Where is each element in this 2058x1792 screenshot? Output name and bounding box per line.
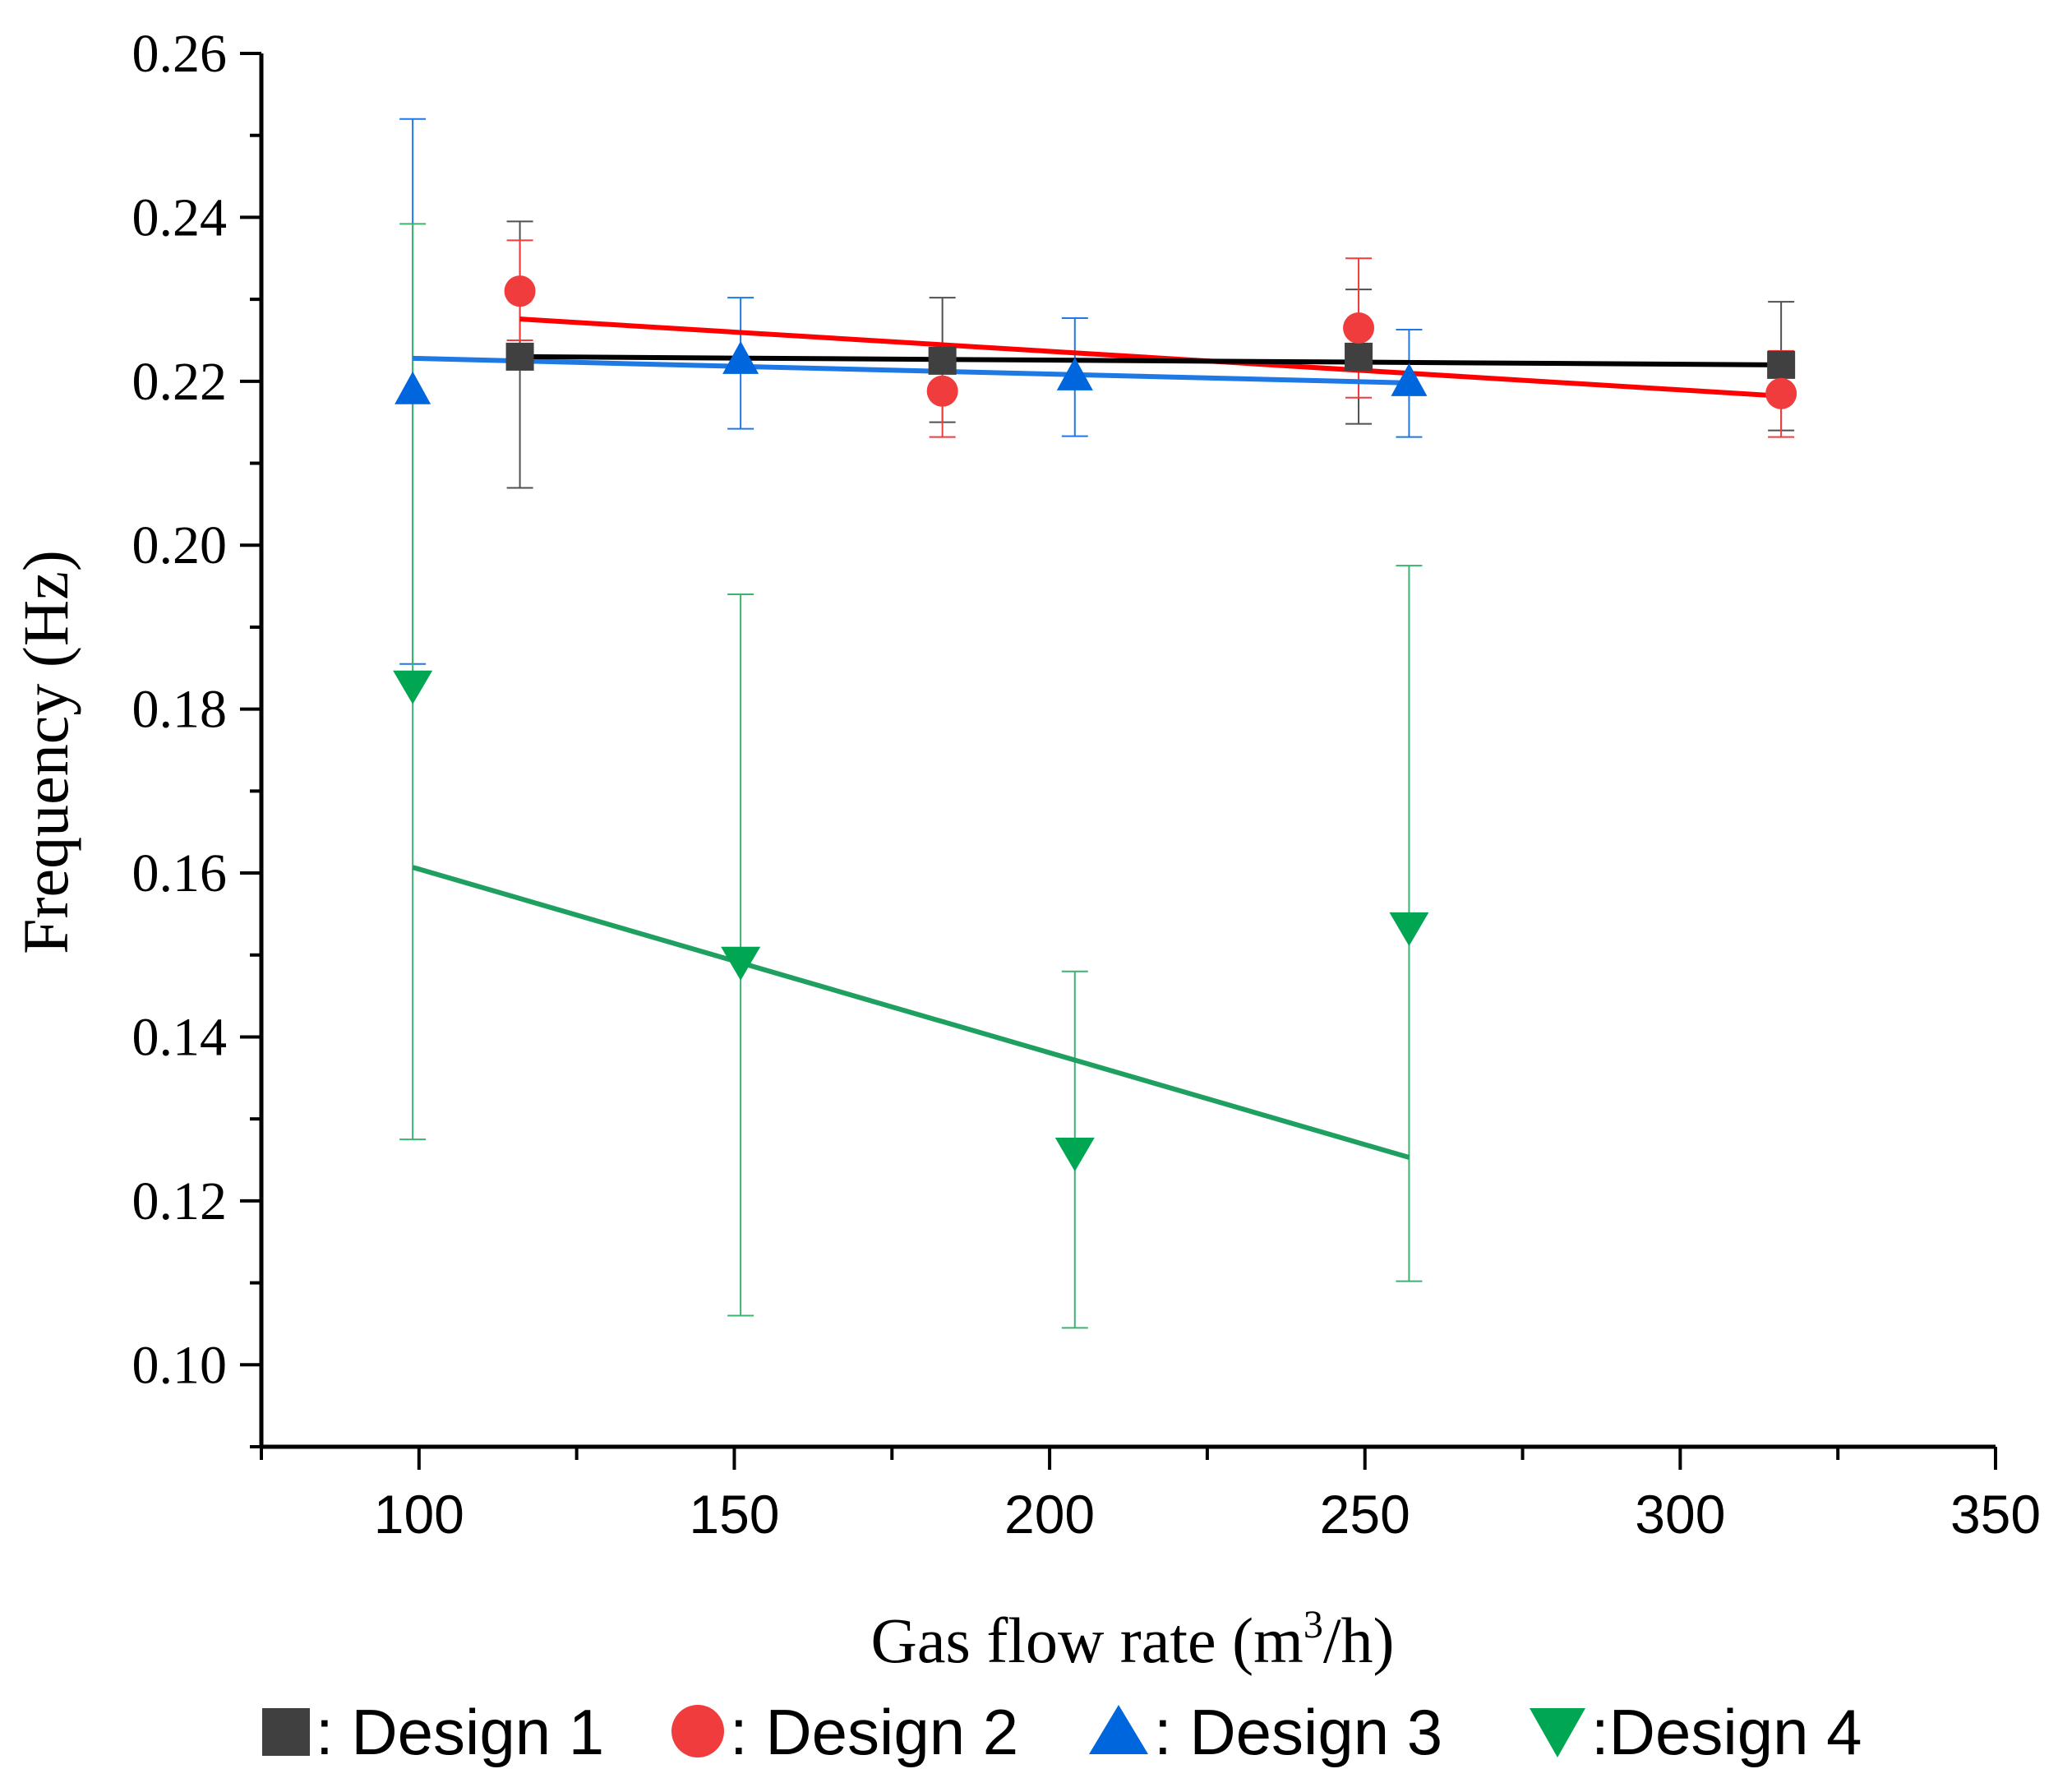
x-axis-title: Gas flow rate (m3/h) <box>871 1603 1395 1676</box>
fit-lines <box>412 316 1782 1160</box>
design-4-point <box>1054 1138 1095 1172</box>
design-1-point <box>505 342 534 371</box>
y-tick-label: 0.16 <box>132 843 228 903</box>
y-axis-ticks: 0.10 0.12 0.14 0.16 0.18 0.20 0.22 0.24 0.26 <box>132 24 261 1448</box>
y-tick-label: 0.10 <box>132 1335 228 1395</box>
x-tick-label: 200 <box>1004 1484 1095 1545</box>
legend: : Design 1 : Design 2 : Design 3 :Design… <box>262 1696 1862 1768</box>
y-tick-label: 0.12 <box>132 1171 228 1231</box>
legend-marker-design-4 <box>1530 1708 1585 1757</box>
x-tick-label: 250 <box>1320 1484 1410 1545</box>
legend-label-design-3: : Design 3 <box>1154 1696 1442 1768</box>
design-3-point <box>1056 357 1093 390</box>
y-tick-label: 0.14 <box>132 1007 228 1067</box>
y-tick-label: 0.18 <box>132 680 228 740</box>
design-4-point <box>1389 912 1429 946</box>
x-tick-label: 100 <box>374 1484 464 1545</box>
legend-marker-design-3 <box>1089 1705 1148 1754</box>
design-4-fit-line <box>412 865 1410 1160</box>
plot-area <box>393 118 1797 1329</box>
legend-label-design-1: : Design 1 <box>316 1696 604 1768</box>
legend-marker-design-2 <box>671 1705 724 1757</box>
design-1-point <box>928 346 957 375</box>
legend-label-design-2: : Design 2 <box>730 1696 1018 1768</box>
y-axis-title: Frequency (Hz) <box>10 550 81 954</box>
legend-marker-design-1 <box>262 1708 310 1756</box>
design-3-fit-line <box>413 355 1410 386</box>
design-2-point <box>926 375 958 407</box>
design-2-point <box>504 275 536 307</box>
design-4-point <box>721 946 761 981</box>
y-tick-label: 0.20 <box>132 515 228 575</box>
design-1-point <box>1345 342 1373 371</box>
y-tick-label: 0.26 <box>132 24 228 84</box>
error-bars <box>399 118 1795 1329</box>
x-tick-label: 350 <box>1950 1484 2041 1545</box>
design-3-point <box>1391 363 1428 396</box>
design-2-point <box>1343 312 1375 344</box>
markers <box>393 275 1797 1172</box>
design-3-point <box>722 340 759 374</box>
design-1-point <box>1767 350 1796 379</box>
y-tick-label: 0.24 <box>132 187 228 247</box>
design-3-point <box>395 371 431 404</box>
y-tick-label: 0.22 <box>132 352 228 412</box>
design-2-point <box>1765 377 1797 409</box>
x-axis-ticks: 100 150 200 250 300 350 <box>260 1447 2041 1545</box>
design-1-fit-line <box>519 353 1782 367</box>
legend-label-design-4: :Design 4 <box>1591 1696 1862 1768</box>
x-tick-label: 150 <box>689 1484 779 1545</box>
design-2-fit-line <box>519 316 1782 399</box>
design-4-point <box>393 670 433 704</box>
x-tick-label: 300 <box>1635 1484 1725 1545</box>
